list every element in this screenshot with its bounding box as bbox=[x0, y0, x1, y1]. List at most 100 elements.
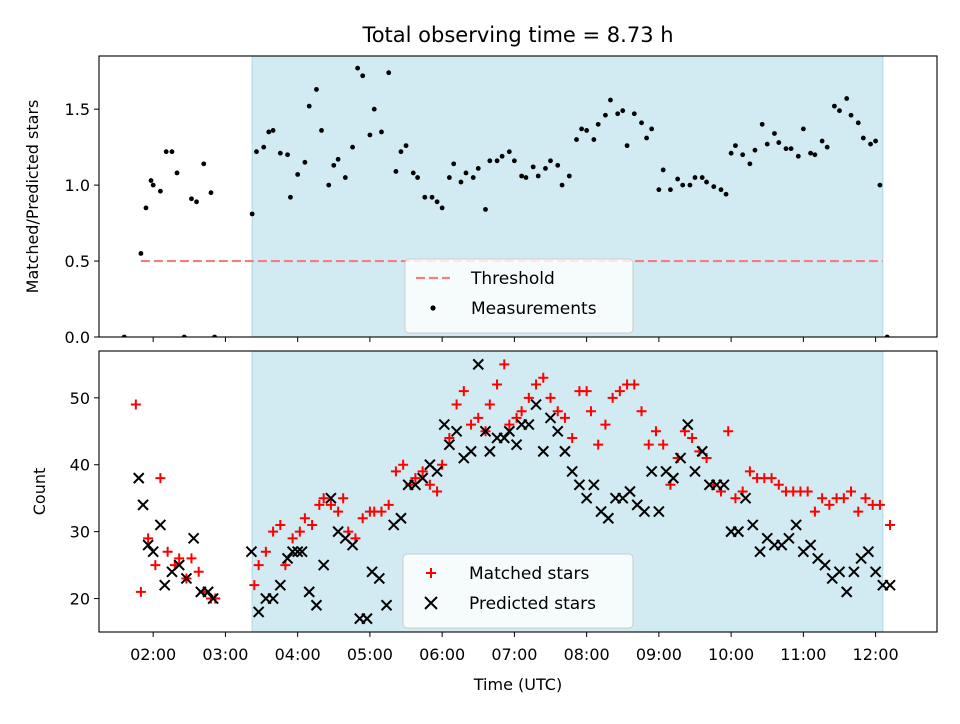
measurement-point bbox=[158, 188, 163, 194]
matched-stars-point bbox=[338, 493, 349, 504]
x-tick-label: 02:00 bbox=[130, 645, 176, 664]
predicted-stars-point bbox=[395, 512, 407, 524]
measurement-point bbox=[555, 162, 561, 168]
measurement-point bbox=[776, 140, 782, 145]
measurement-point bbox=[398, 149, 404, 155]
predicted-stars-point bbox=[552, 425, 564, 437]
matched-stars-point bbox=[466, 419, 477, 430]
matched-stars-point bbox=[135, 586, 146, 597]
measurement-point bbox=[393, 169, 399, 174]
measurement-point bbox=[174, 170, 180, 176]
matched-stars-point bbox=[846, 486, 857, 497]
measurement-point bbox=[169, 149, 175, 155]
measurement-point bbox=[295, 172, 301, 177]
measurement-point bbox=[511, 158, 517, 164]
matched-stars-point bbox=[458, 386, 469, 397]
predicted-stars-point bbox=[833, 566, 846, 578]
predicted-stars-point bbox=[443, 438, 456, 451]
matched-stars-point bbox=[390, 466, 401, 477]
matched-stars-point bbox=[484, 399, 495, 410]
matched-stars-point bbox=[253, 560, 264, 571]
predicted-stars-point bbox=[202, 586, 214, 598]
matched-stars-point bbox=[249, 580, 260, 591]
x-tick-label: 06:00 bbox=[419, 645, 465, 664]
predicted-stars-point bbox=[472, 358, 484, 371]
predicted-stars-point bbox=[624, 485, 636, 498]
matched-stars-point bbox=[162, 546, 173, 557]
measurement-point bbox=[181, 334, 187, 337]
matched-stars-point bbox=[174, 553, 185, 564]
predicted-stars-point bbox=[580, 492, 593, 504]
y-axis-label: Count bbox=[30, 468, 49, 516]
measurement-point bbox=[877, 182, 883, 188]
predicted-stars-point bbox=[133, 472, 145, 484]
x-tick-label: 08:00 bbox=[564, 645, 610, 664]
predicted-stars-point bbox=[325, 492, 337, 504]
matched-stars-point bbox=[838, 493, 849, 504]
predicted-stars-point bbox=[180, 572, 193, 585]
measurement-point bbox=[668, 187, 673, 193]
predicted-stars-point bbox=[245, 546, 258, 558]
measurement-point bbox=[371, 106, 377, 112]
measurement-point bbox=[591, 137, 597, 142]
legend: Threshold Measurements bbox=[404, 258, 634, 334]
legend-box bbox=[402, 553, 634, 629]
x-tick-label: 04:00 bbox=[275, 645, 321, 664]
measurement-point bbox=[783, 146, 789, 152]
measurement-point bbox=[566, 173, 572, 179]
measurement-point bbox=[656, 187, 662, 193]
measurement-point bbox=[832, 103, 837, 109]
matched-stars-point bbox=[492, 379, 503, 390]
predicted-stars-point bbox=[159, 579, 171, 591]
x-axis-label: Time (UTC) bbox=[473, 675, 562, 694]
measurement-point bbox=[163, 149, 169, 155]
series-measurements bbox=[121, 65, 890, 337]
predicted-stars-point bbox=[638, 505, 651, 518]
matched-stars-point bbox=[885, 519, 896, 530]
figure-title: Total observing time = 8.73 h bbox=[361, 23, 673, 47]
measurement-point bbox=[249, 211, 255, 217]
measurement-point bbox=[747, 161, 753, 167]
measurement-point bbox=[660, 167, 666, 173]
measurement-point bbox=[429, 194, 435, 200]
matched-stars-point bbox=[318, 493, 329, 504]
measurement-point bbox=[342, 175, 348, 180]
legend: Matched stars Predicted stars bbox=[402, 553, 634, 629]
matched-stars-point bbox=[567, 432, 578, 443]
measurement-point bbox=[494, 158, 500, 164]
matched-stars-point bbox=[585, 406, 596, 417]
measurement-point bbox=[475, 166, 481, 171]
predicted-stars-point bbox=[537, 445, 549, 458]
measurement-point bbox=[306, 103, 312, 109]
measurement-point bbox=[855, 120, 861, 126]
measurement-point bbox=[752, 147, 758, 153]
measurement-point bbox=[844, 96, 850, 101]
measurement-point bbox=[335, 156, 341, 162]
matched-stars-point bbox=[853, 506, 864, 517]
matched-stars-point bbox=[143, 533, 154, 544]
matched-stars-point bbox=[817, 493, 828, 504]
matched-stars-point bbox=[874, 499, 885, 510]
measurement-point bbox=[288, 194, 293, 200]
matched-stars-point bbox=[824, 499, 835, 510]
legend-handle-predicted-stars bbox=[424, 596, 438, 610]
measurement-point bbox=[559, 182, 565, 188]
matched-stars-point bbox=[523, 392, 534, 403]
predicted-stars-point bbox=[438, 418, 451, 431]
measurement-point bbox=[733, 143, 738, 149]
matched-stars-point bbox=[744, 466, 755, 477]
measurement-point bbox=[350, 144, 355, 150]
y-tick-label: 1.5 bbox=[65, 100, 90, 119]
measurement-point bbox=[121, 334, 127, 337]
predicted-stars-point bbox=[484, 445, 496, 458]
predicted-stars-point bbox=[187, 532, 200, 545]
measurement-point bbox=[788, 146, 794, 152]
predicted-stars-point bbox=[840, 586, 853, 598]
matched-stars-point bbox=[658, 439, 669, 450]
matched-stars-point bbox=[650, 426, 661, 437]
matched-stars-point bbox=[607, 392, 618, 403]
matched-stars-point bbox=[444, 432, 455, 443]
predicted-stars-point bbox=[303, 586, 315, 598]
measurement-point bbox=[699, 175, 705, 180]
predicted-stars-point bbox=[559, 445, 571, 458]
